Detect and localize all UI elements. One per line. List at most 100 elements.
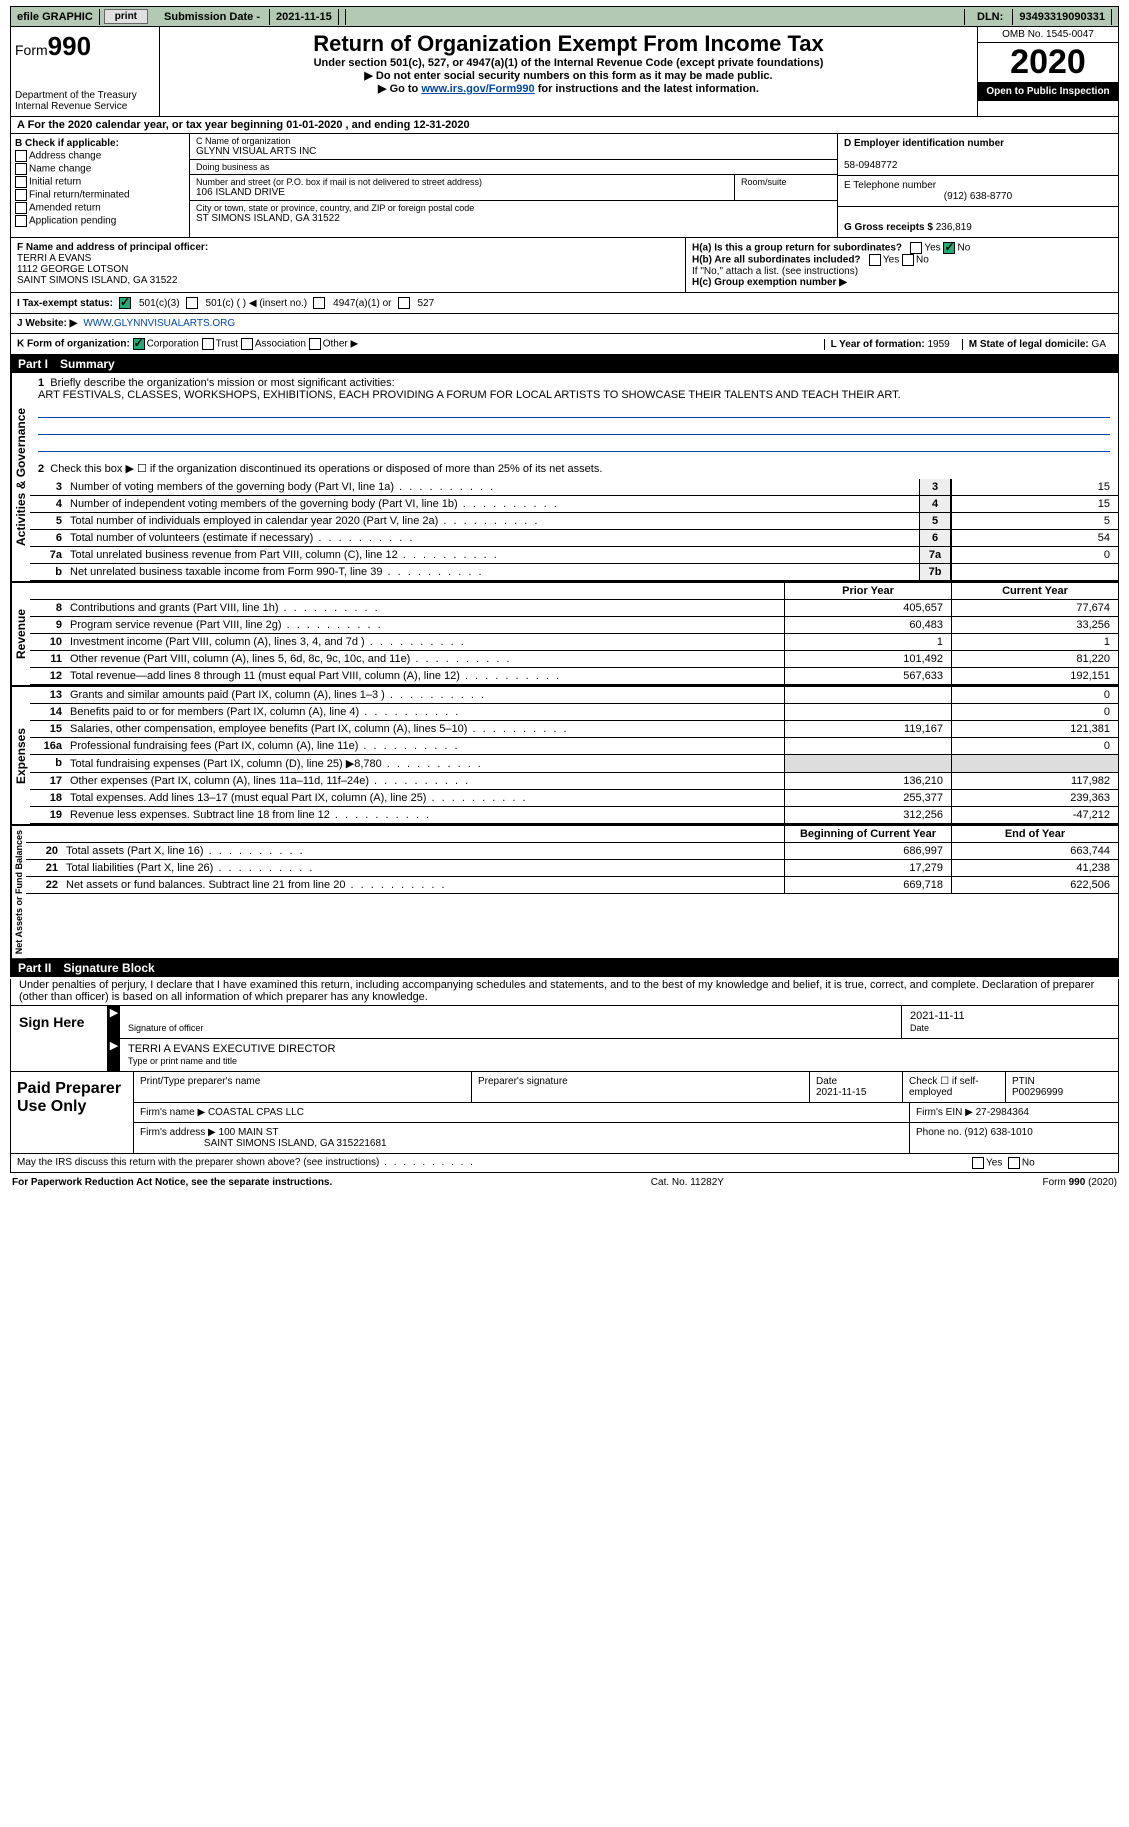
cb-pending[interactable]: Application pending (15, 215, 185, 227)
cb-527[interactable] (398, 297, 410, 309)
firm-ein-cell: Firm's EIN ▶ 27-2984364 (910, 1103, 1118, 1122)
print-button[interactable]: print (104, 9, 148, 24)
cb-corporation[interactable] (133, 338, 145, 350)
efile-label: efile GRAPHIC (11, 9, 100, 25)
current-year-head: Current Year (951, 583, 1118, 599)
h-note: If "No," attach a list. (see instruction… (692, 266, 1112, 277)
form-header: Form990 Department of the Treasury Inter… (10, 27, 1119, 117)
revenue-header: Prior Year Current Year (30, 583, 1118, 600)
line-20: 20 Total assets (Part X, line 16) 686,99… (26, 843, 1118, 860)
cb-other[interactable] (309, 338, 321, 350)
line-4: 4 Number of independent voting members o… (30, 496, 1118, 513)
officer-addr1: 1112 GEORGE LOTSON (17, 264, 128, 275)
prep-date-cell: Date2021-11-15 (810, 1072, 903, 1102)
line-7a: 7a Total unrelated business revenue from… (30, 547, 1118, 564)
phone-label: E Telephone number (844, 180, 936, 191)
tax-year: 2020 (978, 43, 1118, 82)
cb-4947[interactable] (313, 297, 325, 309)
firm-addr-cell: Firm's address ▶ 100 MAIN ST SAINT SIMON… (134, 1123, 910, 1153)
section-revenue: Revenue Prior Year Current Year 8 Contri… (10, 583, 1119, 687)
line-12: 12 Total revenue—add lines 8 through 11 … (30, 668, 1118, 685)
group-return-block: H(a) Is this a group return for subordin… (686, 238, 1118, 292)
line-18: 18 Total expenses. Add lines 13–17 (must… (30, 790, 1118, 807)
section-expenses: Expenses 13 Grants and similar amounts p… (10, 687, 1119, 826)
irs-link[interactable]: www.irs.gov/Form990 (421, 83, 534, 95)
cb-final-return[interactable]: Final return/terminated (15, 189, 185, 201)
city-label: City or town, state or province, country… (196, 203, 831, 213)
beginning-year-head: Beginning of Current Year (784, 826, 951, 842)
hc-row: H(c) Group exemption number ▶ (692, 277, 1112, 288)
part2-label: Part II (18, 961, 51, 975)
org-name-cell: C Name of organization GLYNN VISUAL ARTS… (190, 134, 837, 160)
sign-here-label: Sign Here (11, 1006, 108, 1071)
form-title: Return of Organization Exempt From Incom… (164, 31, 973, 57)
dept-treasury: Department of the Treasury (15, 90, 155, 101)
website-link[interactable]: WWW.GLYNNVISUALARTS.ORG (83, 318, 235, 329)
year-formation: L Year of formation: 1959 (824, 339, 956, 350)
website-row: J Website: ▶ WWW.GLYNNVISUALARTS.ORG (10, 314, 1119, 334)
gross-receipts-cell: G Gross receipts $ 236,819 (838, 207, 1118, 237)
cb-name-change[interactable]: Name change (15, 163, 185, 175)
cb-501c3[interactable] (119, 297, 131, 309)
officer-addr2: SAINT SIMONS ISLAND, GA 31522 (17, 275, 177, 286)
line-14: 14 Benefits paid to or for members (Part… (30, 704, 1118, 721)
sig-date-cell: 2021-11-11Date (902, 1006, 1118, 1038)
header-left: Form990 Department of the Treasury Inter… (11, 27, 160, 116)
cb-address-change[interactable]: Address change (15, 150, 185, 162)
line-11: 11 Other revenue (Part VIII, column (A),… (30, 651, 1118, 668)
phone-value: (912) 638-8770 (844, 191, 1112, 202)
end-year-head: End of Year (951, 826, 1118, 842)
officer-name: TERRI A EVANS (17, 253, 91, 264)
subtitle-2: ▶ Do not enter social security numbers o… (164, 69, 973, 82)
cb-501c[interactable] (186, 297, 198, 309)
may-discuss-yesno: Yes No (966, 1154, 1118, 1172)
address-row: Number and street (or P.O. box if mail i… (190, 175, 837, 201)
irs-label: Internal Revenue Service (15, 101, 155, 112)
identity-block: B Check if applicable: Address change Na… (10, 134, 1119, 238)
city-cell: City or town, state or province, country… (190, 201, 837, 226)
submission-date: Submission Date - 2021-11-15 (152, 9, 346, 25)
vlabel-governance: Activities & Governance (11, 373, 30, 581)
website-label: J Website: ▶ (17, 318, 77, 329)
may-discuss-row: May the IRS discuss this return with the… (10, 1154, 1119, 1173)
org-name-label: C Name of organization (196, 136, 831, 146)
cb-amended[interactable]: Amended return (15, 202, 185, 214)
q2-text: Check this box ▶ ☐ if the organization d… (50, 463, 602, 475)
part1-title: Summary (60, 357, 115, 371)
cb-initial-return[interactable]: Initial return (15, 176, 185, 188)
part2-bar: Part II Signature Block (10, 959, 1119, 977)
subtitle-3: ▶ Go to www.irs.gov/Form990 for instruct… (164, 82, 973, 95)
may-discuss-text: May the IRS discuss this return with the… (11, 1154, 966, 1172)
form-of-org: K Form of organization: Corporation Trus… (17, 338, 818, 350)
col-d: D Employer identification number 58-0948… (837, 134, 1118, 237)
omb-number: OMB No. 1545-0047 (978, 27, 1118, 43)
line-5: 5 Total number of individuals employed i… (30, 513, 1118, 530)
section-governance: Activities & Governance 1 Briefly descri… (10, 373, 1119, 583)
open-to-public: Open to Public Inspection (978, 82, 1118, 101)
sign-here-table: Sign Here ▶ ▶ Signature of officer 2021-… (11, 1005, 1118, 1071)
line-17: 17 Other expenses (Part IX, column (A), … (30, 773, 1118, 790)
line-b: b Total fundraising expenses (Part IX, c… (30, 755, 1118, 773)
dln: DLN: 93493319090331 (964, 9, 1118, 25)
cb-trust[interactable] (202, 338, 214, 350)
cb-association[interactable] (241, 338, 253, 350)
line-9: 9 Program service revenue (Part VIII, li… (30, 617, 1118, 634)
part2-title: Signature Block (63, 961, 154, 975)
prep-name-header: Print/Type preparer's name (134, 1072, 472, 1102)
tax-exempt-label: I Tax-exempt status: (17, 298, 113, 309)
officer-group-row: F Name and address of principal officer:… (10, 238, 1119, 293)
line-22: 22 Net assets or fund balances. Subtract… (26, 877, 1118, 894)
officer-label: F Name and address of principal officer: (17, 242, 208, 253)
line-19: 19 Revenue less expenses. Subtract line … (30, 807, 1118, 824)
line-21: 21 Total liabilities (Part X, line 26) 1… (26, 860, 1118, 877)
mission-text: ART FESTIVALS, CLASSES, WORKSHOPS, EXHIB… (38, 389, 901, 401)
state-domicile: M State of legal domicile: GA (962, 339, 1112, 350)
firm-name-cell: Firm's name ▶ COASTAL CPAS LLC (134, 1103, 910, 1122)
name-title-cell: TERRI A EVANS EXECUTIVE DIRECTORType or … (120, 1039, 1118, 1071)
paid-preparer-label: Paid Preparer Use Only (11, 1072, 134, 1153)
signature-block: Under penalties of perjury, I declare th… (10, 979, 1119, 1072)
tax-exempt-row: I Tax-exempt status: 501(c)(3) 501(c) ( … (10, 293, 1119, 314)
col-b-checkboxes: B Check if applicable: Address change Na… (11, 134, 190, 237)
firm-phone-cell: Phone no. (912) 638-1010 (910, 1123, 1118, 1153)
sig-officer-cell: Signature of officer (120, 1006, 902, 1038)
